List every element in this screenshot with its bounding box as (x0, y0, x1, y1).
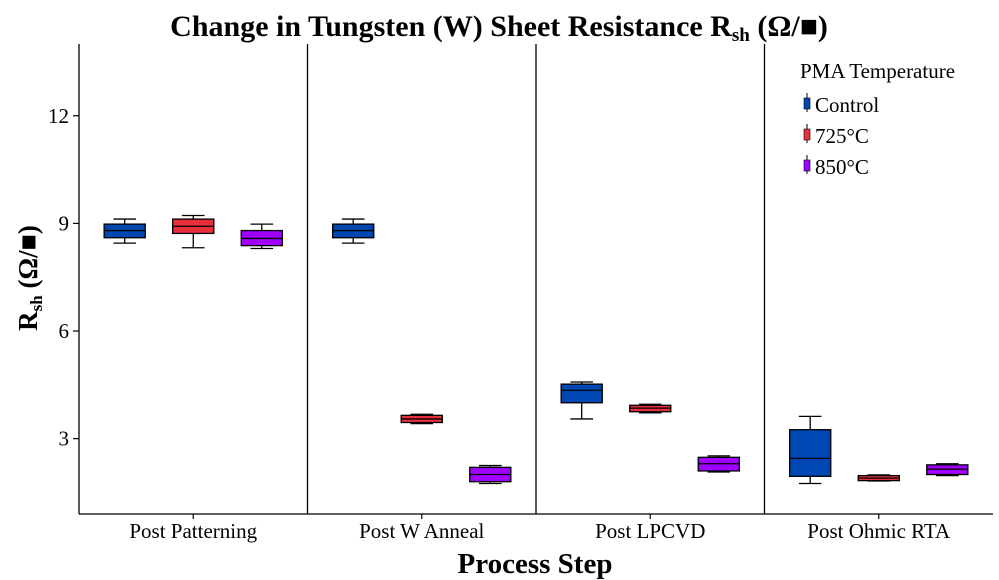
box-0-0 (103, 218, 146, 244)
legend-label: Control (815, 93, 879, 117)
y-axis-label: Rsh (Ω/■) (13, 225, 46, 331)
y-tick-label: 3 (59, 427, 70, 451)
x-tick-label: Post Ohmic RTA (807, 519, 951, 543)
y-axis-label-unit: (Ω/■) (13, 225, 43, 295)
legend-item: 850°C (803, 155, 869, 179)
legend-swatch (803, 159, 811, 172)
box-3-2 (926, 463, 969, 477)
box-2-1 (629, 403, 672, 414)
box-2-2 (697, 455, 741, 473)
legend-title: PMA Temperature (800, 59, 955, 83)
box-1-1 (400, 413, 443, 425)
y-tick-label: 6 (59, 319, 70, 343)
legend: PMA Temperature Control 725°C 850°C (800, 59, 955, 179)
legend-label: 850°C (815, 155, 869, 179)
x-axis: Post Patterning Post W Anneal Post LPCVD Po… (129, 514, 951, 543)
y-axis-label-main: R (13, 311, 43, 331)
box-marks (103, 214, 969, 485)
x-tick-label: Post LPCVD (595, 519, 705, 543)
y-tick-label: 12 (48, 104, 69, 128)
x-tick-label: Post W Anneal (359, 519, 484, 543)
y-tick-label: 9 (59, 211, 70, 235)
legend-label: 725°C (815, 124, 869, 148)
chart-title-main: Change in Tungsten (W) Sheet Resistance … (170, 10, 732, 43)
chart-title: Change in Tungsten (W) Sheet Resistance … (170, 10, 828, 46)
x-axis-label: Process Step (458, 548, 613, 580)
legend-swatch (803, 128, 811, 141)
y-axis-label-subscript: sh (27, 295, 46, 312)
box-0-1 (172, 214, 215, 249)
box-3-0 (788, 415, 832, 485)
box-body (788, 429, 832, 477)
chart-title-subscript: sh (732, 25, 750, 46)
chart-title-unit: (Ω/■) (750, 10, 828, 43)
legend-item: Control (803, 93, 879, 117)
box-body (560, 383, 603, 404)
box-2-0 (560, 381, 603, 420)
y-axis: 3 6 9 12 (48, 104, 79, 451)
legend-swatch (803, 97, 811, 110)
plot-frame (78, 44, 993, 515)
box-1-0 (331, 218, 375, 244)
box-3-1 (857, 474, 900, 482)
box-0-2 (240, 223, 284, 250)
box-1-2 (469, 464, 512, 485)
x-tick-label: Post Patterning (129, 519, 257, 543)
legend-item: 725°C (803, 124, 869, 148)
